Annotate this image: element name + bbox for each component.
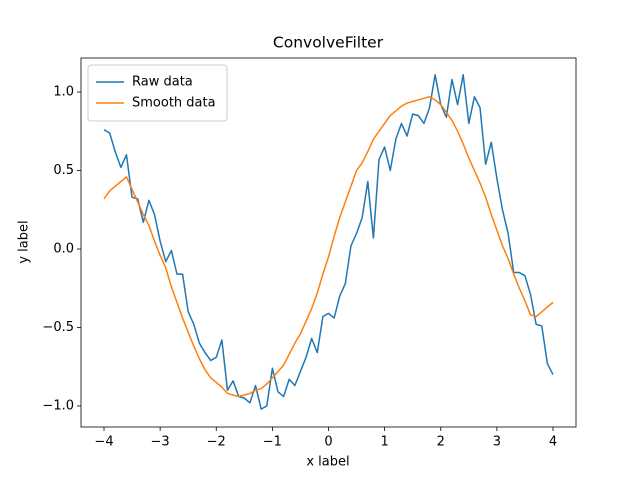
x-tick-label: 4 xyxy=(549,435,557,450)
data-line xyxy=(103,74,554,410)
plot-frame xyxy=(80,57,577,428)
y-tick-label: −1.0 xyxy=(42,398,74,413)
y-tick-label: 1.0 xyxy=(53,85,74,100)
y-axis-label: y label xyxy=(17,220,32,263)
x-tick-label: 2 xyxy=(437,435,445,450)
y-tick-label: 0.5 xyxy=(53,163,74,178)
x-tick-label: −3 xyxy=(151,435,170,450)
x-tick-label: −1 xyxy=(263,435,282,450)
legend-label: Raw data xyxy=(132,75,193,90)
x-tick-label: 0 xyxy=(324,435,332,450)
x-tick-label: −2 xyxy=(207,435,226,450)
x-tick-label: 3 xyxy=(493,435,501,450)
data-line xyxy=(103,96,554,398)
x-tick-label: −4 xyxy=(94,435,113,450)
legend-label: Smooth data xyxy=(132,96,216,111)
x-axis-label: x label xyxy=(306,455,349,470)
y-tick-label: −0.5 xyxy=(42,320,74,335)
x-tick-label: 1 xyxy=(380,435,388,450)
y-tick-label: 0.0 xyxy=(53,242,74,257)
chart-title: ConvolveFilter xyxy=(273,34,384,52)
legend-box xyxy=(87,64,228,122)
